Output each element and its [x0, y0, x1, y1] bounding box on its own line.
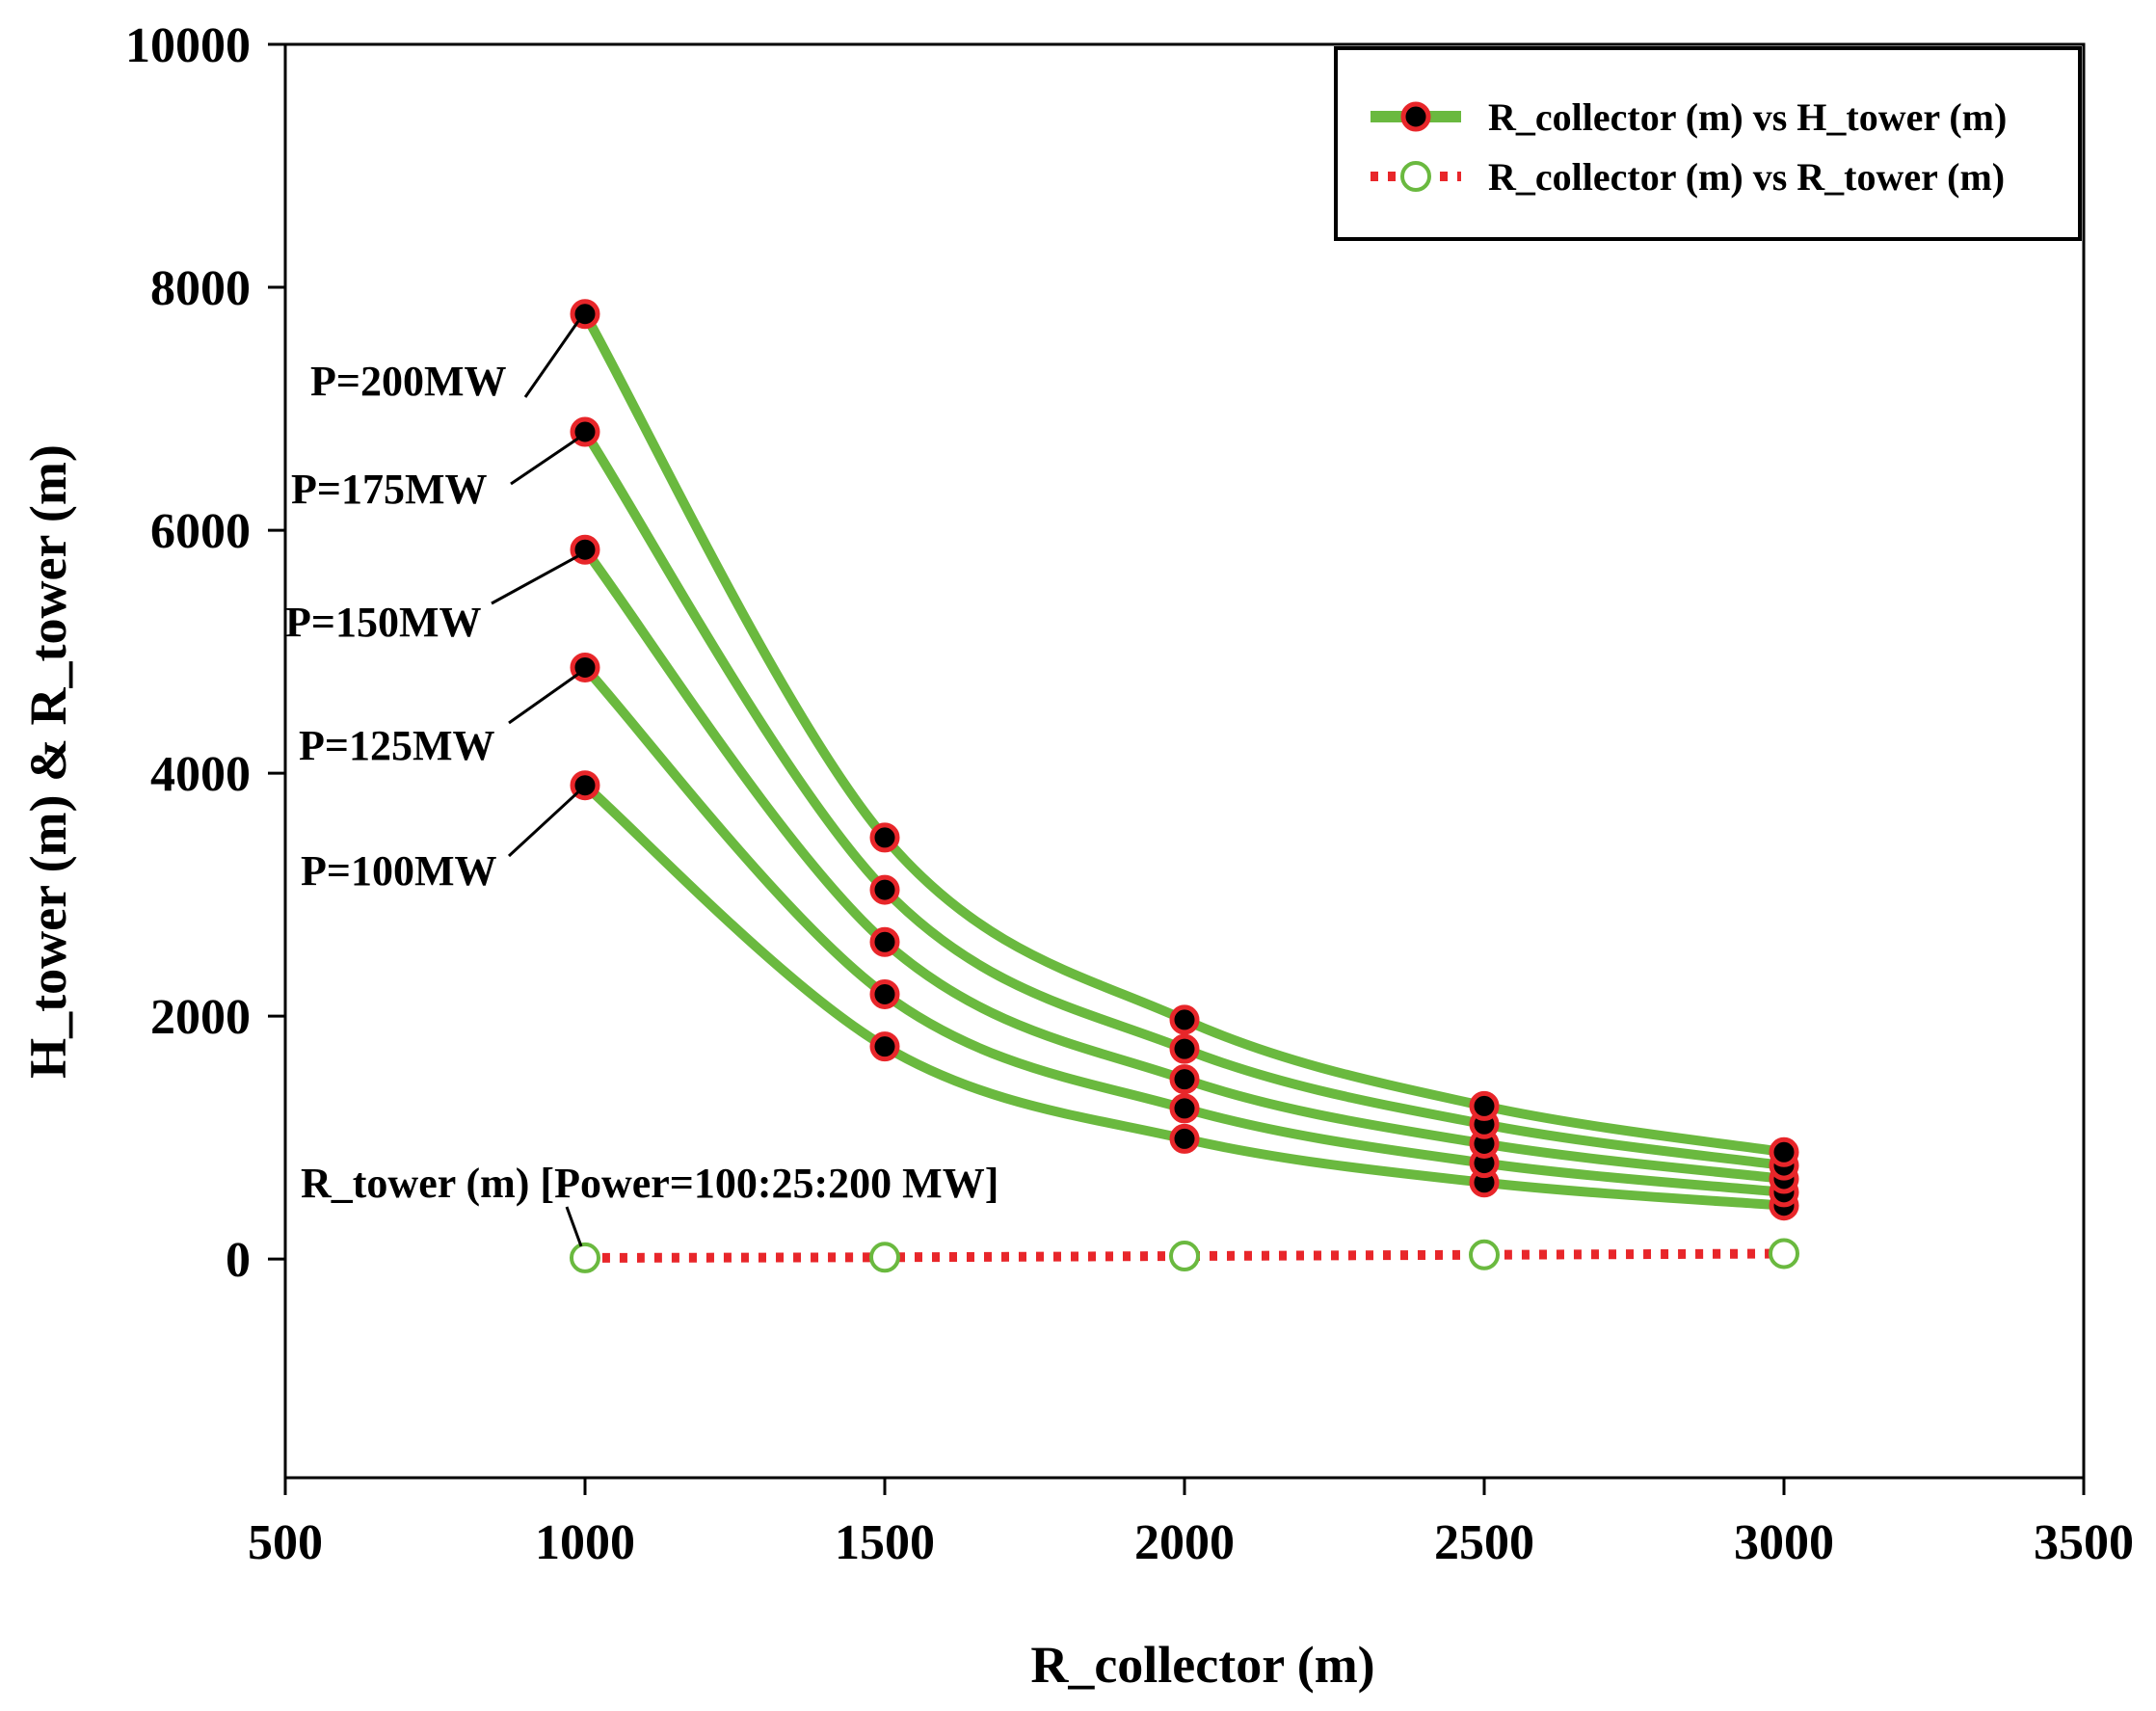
x-tick-label: 1500 [835, 1515, 935, 1570]
annotation-label: P=100MW [301, 847, 496, 895]
x-tick-label: 2500 [1434, 1515, 1534, 1570]
annotations: P=200MW P=175MW P=150MW P=125MW P=100MW R_tow… [285, 318, 998, 1247]
series-line-p-175mw [580, 429, 1785, 1171]
legend-r-marker [1400, 161, 1431, 192]
annotation-leader [510, 436, 580, 486]
y-tick-label: 8000 [150, 261, 251, 316]
series-layer [570, 299, 1799, 1273]
x-axis-title: R_collector (m) [1030, 1636, 1374, 1694]
annotation-label: P=125MW [299, 722, 494, 769]
h-tower-point [1169, 1093, 1200, 1124]
h-tower-point [1169, 1123, 1200, 1154]
annotation-label: P=200MW [310, 358, 506, 405]
r-tower-point [1169, 1241, 1200, 1272]
annotation-label: P=175MW [291, 466, 487, 513]
y-tick-label: 6000 [150, 504, 251, 559]
h-tower-point [869, 978, 900, 1009]
y-axis: 0 2000 4000 6000 8000 10000 [125, 18, 285, 1288]
x-tick-label: 3000 [1734, 1515, 1834, 1570]
legend-r-label: R_collector (m) vs R_tower (m) [1488, 155, 2005, 199]
series-line-r-tower [584, 1248, 1785, 1263]
y-axis-title: H_tower (m) & R_tower (m) [19, 444, 77, 1079]
legend-h-label: R_collector (m) vs H_tower (m) [1488, 95, 2007, 139]
h-tower-point [1169, 1064, 1200, 1095]
y-tick-label: 10000 [125, 18, 251, 73]
y-tick-label: 2000 [150, 990, 251, 1045]
x-axis: 500 1000 1500 2000 2500 3000 3500 [248, 1478, 2134, 1570]
r-tower-point [1469, 1239, 1500, 1270]
r-tower-point [1769, 1238, 1799, 1270]
r-tower-point [570, 1242, 600, 1273]
x-tick-label: 500 [248, 1515, 323, 1570]
series-line-p-100mw [581, 781, 1785, 1211]
h-tower-point [869, 1031, 900, 1062]
annotation-leader [491, 553, 580, 605]
annotation-leader [565, 1206, 583, 1247]
annotation-leader [508, 672, 580, 725]
annotation-label: P=150MW [285, 599, 481, 646]
series-line-p-200mw [580, 311, 1785, 1158]
h-tower-point [1469, 1090, 1500, 1121]
h-tower-point [1169, 1033, 1200, 1064]
x-tick-label: 1000 [535, 1515, 635, 1570]
x-tick-label: 2000 [1134, 1515, 1235, 1570]
h-tower-point [869, 926, 900, 957]
x-tick-label: 3500 [2034, 1515, 2134, 1570]
legend-box [1334, 46, 2082, 241]
h-tower-point [1769, 1136, 1799, 1167]
y-tick-label: 4000 [150, 747, 251, 802]
legend: R_collector (m) vs H_tower (m) R_collect… [1334, 46, 2082, 241]
annotation-leader [507, 789, 581, 858]
annotation-r-tower: R_tower (m) [Power=100:25:200 MW] [301, 1160, 998, 1207]
series-line-p-150mw [581, 547, 1785, 1184]
h-tower-point [869, 822, 900, 853]
annotation-leader [523, 318, 581, 398]
y-tick-label: 0 [226, 1233, 251, 1288]
h-tower-point [1169, 1004, 1200, 1035]
legend-h-marker [1400, 101, 1431, 132]
r-tower-point [869, 1242, 900, 1273]
series-line-p-125mw [581, 664, 1785, 1197]
h-tower-point [869, 874, 900, 905]
